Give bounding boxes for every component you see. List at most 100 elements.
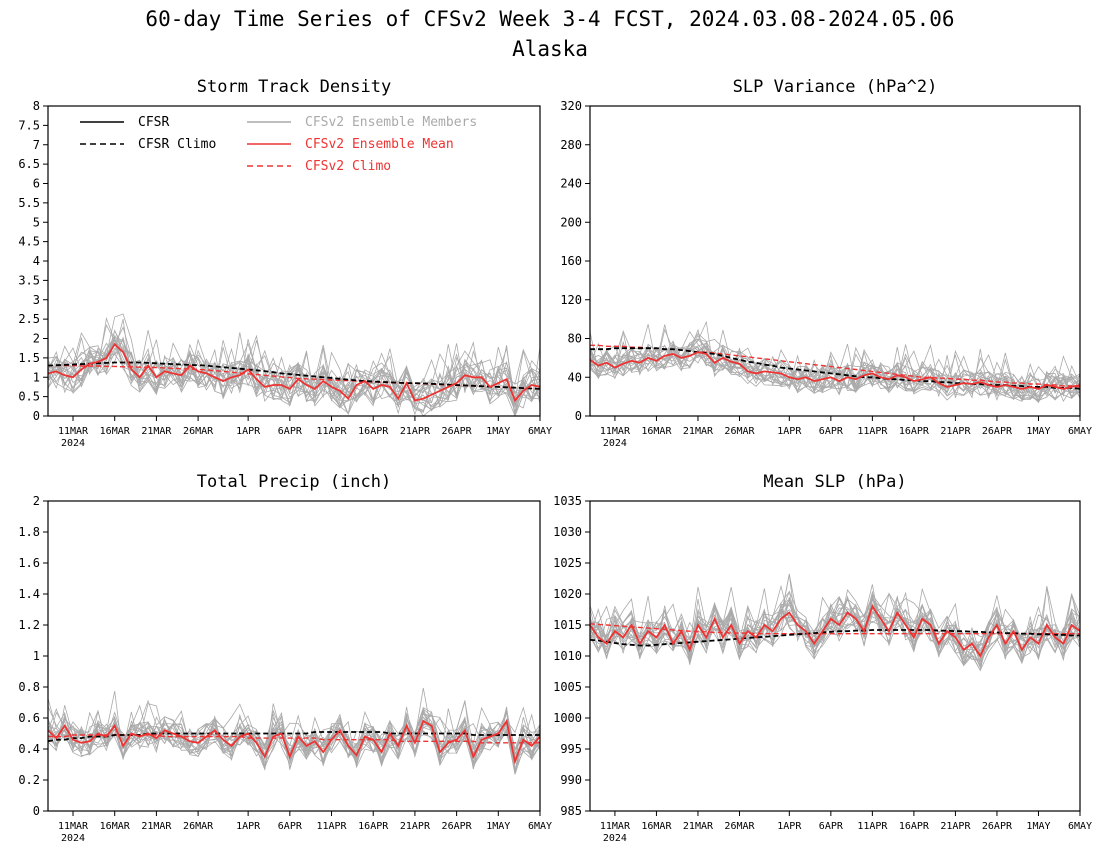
figure-title-line1: 60-day Time Series of CFSv2 Week 3-4 FCS…: [145, 7, 955, 31]
y-tick-label: 1.2: [18, 618, 40, 632]
y-tick-label: 6.5: [18, 157, 40, 171]
x-tick-label: 11MAR: [58, 426, 89, 437]
x-year-label: 2024: [603, 438, 627, 449]
x-tick-label: 6MAY: [1068, 426, 1092, 437]
plot-frame: [589, 105, 1081, 417]
y-tick-label: 2: [33, 332, 40, 346]
x-tick-label: 6APR: [278, 821, 303, 832]
x-tick-label: 26MAR: [183, 426, 214, 437]
x-tick-label: 21APR: [400, 426, 431, 437]
y-tick-label: 1020: [553, 587, 582, 601]
cfsr-climo-line: [47, 361, 541, 390]
x-tick-label: 11MAR: [600, 426, 631, 437]
ensemble-member-line: [47, 316, 541, 414]
y-tick-label: 0.5: [18, 390, 40, 404]
ensemble-mean-line: [47, 342, 541, 403]
figure-title: 60-day Time Series of CFSv2 Week 3-4 FCS…: [0, 4, 1100, 64]
plot-frame: [589, 500, 1081, 812]
x-tick-label: 16APR: [358, 426, 389, 437]
x-tick-label: 11APR: [857, 821, 888, 832]
chart-panel-3: Total Precip (inch) 0 0.2 0.4 0.6 0.8 1 1.2 1.4 1…: [18, 472, 552, 844]
x-tick-label: 6MAY: [1068, 821, 1092, 832]
x-tick-label: 21MAR: [141, 821, 172, 832]
x-year-label: 2024: [603, 833, 627, 844]
y-tick-label: 80: [568, 332, 582, 346]
cfsr-climo-line: [589, 629, 1080, 647]
ensemble-member-line: [589, 590, 1081, 664]
ensemble-mean-line: [47, 718, 541, 765]
x-year-label: 2024: [61, 833, 85, 844]
y-tick-label: 2: [33, 494, 40, 508]
chart-panel-4: Mean SLP (hPa) 985 990 995 1000 1005 1010 1015 1…: [553, 472, 1092, 844]
plot-frame: [47, 500, 541, 812]
ensemble-member-line: [589, 320, 1081, 401]
cfsr-climo-line: [590, 347, 1081, 390]
cfsv2-climo-line: [589, 623, 1080, 635]
x-tick-label: 21APR: [940, 821, 971, 832]
plot-frame: [47, 105, 541, 417]
legend-cfsr-label: CFSR: [138, 115, 169, 130]
legend-cfsv2-climo-label: CFSv2 Climo: [305, 159, 391, 174]
y-tick-label: 985: [560, 804, 582, 818]
x-tick-label: 21MAR: [683, 426, 714, 437]
y-tick-label: 200: [560, 215, 582, 229]
x-tick-label: 6APR: [278, 426, 303, 437]
x-tick-label: 26MAR: [724, 426, 755, 437]
y-tick-label: 1025: [553, 556, 582, 570]
ensemble-member-line: [47, 701, 541, 770]
y-tick-label: 5: [33, 215, 40, 229]
x-tick-label: 21MAR: [141, 426, 172, 437]
x-tick-label: 26MAR: [183, 821, 214, 832]
x-tick-label: 11MAR: [600, 821, 631, 832]
y-tick-label: 995: [560, 742, 582, 756]
y-tick-label: 8: [33, 99, 40, 113]
ensemble-member-line: [47, 337, 541, 401]
y-tick-label: 40: [568, 370, 582, 384]
y-tick-label: 3.5: [18, 273, 40, 287]
y-tick-label: 1.6: [18, 556, 40, 570]
y-tick-label: 1000: [553, 711, 582, 725]
x-tick-label: 21APR: [940, 426, 971, 437]
y-tick-label: 1005: [553, 680, 582, 694]
chart-panel-1: Storm Track Density 0 0.5 1 1.5 2 2.5 3 3.5 4 4.5 5…: [18, 77, 552, 449]
x-tick-label: 26APR: [982, 821, 1013, 832]
y-tick-label: 4.5: [18, 235, 40, 249]
x-tick-label: 11APR: [316, 821, 347, 832]
x-tick-label: 21APR: [400, 821, 431, 832]
y-tick-label: 1.5: [18, 351, 40, 365]
x-tick-label: 16MAR: [100, 821, 131, 832]
ensemble-mean-line: [589, 351, 1081, 390]
legend-ensemble-mean-label: CFSv2 Ensemble Mean: [305, 137, 454, 152]
legend-cfsr-climo-label: CFSR Climo: [138, 137, 216, 152]
x-tick-label: 16MAR: [100, 426, 131, 437]
ensemble-member-line: [47, 706, 541, 771]
x-tick-label: 1MAY: [486, 821, 510, 832]
y-tick-label: 0: [33, 804, 40, 818]
x-tick-label: 21MAR: [683, 821, 714, 832]
ensemble-member-line: [589, 342, 1081, 402]
y-tick-label: 5.5: [18, 196, 40, 210]
y-tick-label: 1015: [553, 618, 582, 632]
panel-title: Mean SLP (hPa): [763, 472, 906, 492]
panel-title: Storm Track Density: [197, 77, 391, 97]
chart-panel-2: SLP Variance (hPa^2) 0 40 80 120 160 200 240 280…: [560, 77, 1092, 449]
y-tick-label: 240: [560, 177, 582, 191]
figure-title-region: Alaska: [512, 37, 588, 61]
x-tick-label: 16MAR: [641, 821, 672, 832]
ensemble-member-line: [589, 328, 1081, 401]
x-tick-label: 6MAY: [528, 821, 552, 832]
x-tick-label: 11APR: [316, 426, 347, 437]
ensemble-member-line: [589, 584, 1081, 672]
y-tick-label: 1.8: [18, 525, 40, 539]
x-tick-label: 6MAY: [528, 426, 552, 437]
y-tick-label: 280: [560, 138, 582, 152]
x-tick-label: 26APR: [442, 821, 473, 832]
x-tick-label: 16APR: [899, 821, 930, 832]
x-tick-label: 16MAR: [641, 426, 672, 437]
x-tick-label: 1APR: [236, 426, 261, 437]
x-tick-label: 26MAR: [724, 821, 755, 832]
y-tick-label: 1030: [553, 525, 582, 539]
x-tick-label: 6APR: [819, 426, 844, 437]
y-tick-label: 160: [560, 254, 582, 268]
